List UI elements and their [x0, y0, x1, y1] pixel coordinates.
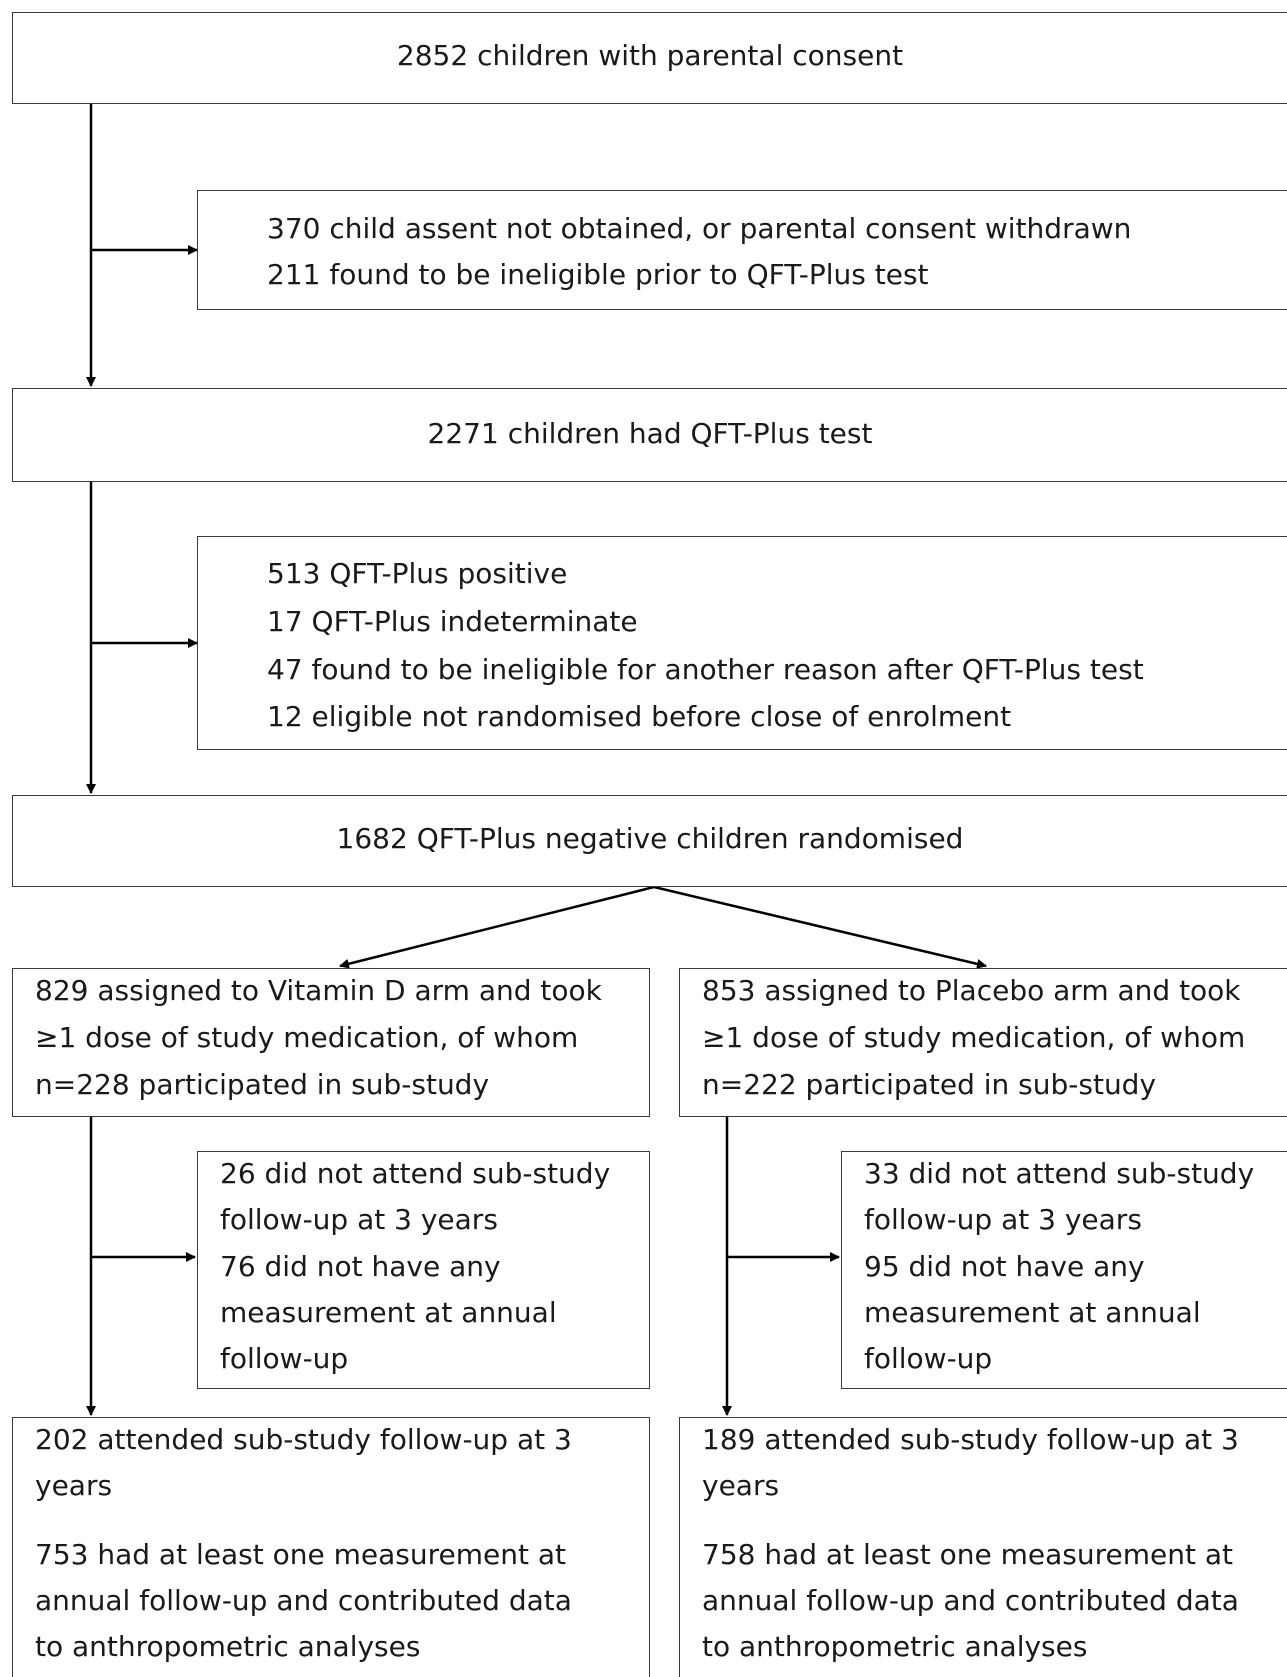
- followup-line: to anthropometric analyses: [702, 1630, 1088, 1663]
- loss-line: follow-up at 3 years: [220, 1203, 498, 1236]
- arm-line: n=222 participated in sub-study: [702, 1068, 1157, 1101]
- randomised-box: 1682 QFT-Plus negative children randomis…: [12, 795, 1287, 887]
- followup-line: 189 attended sub-study follow-up at 3: [702, 1423, 1239, 1456]
- followup-line: 202 attended sub-study follow-up at 3: [35, 1423, 572, 1456]
- loss-line: follow-up: [220, 1342, 349, 1375]
- placebo-loss-box: 33 did not attend sub-study follow-up at…: [841, 1151, 1287, 1389]
- split-arrow-right: [653, 885, 987, 969]
- arm-line: ≥1 dose of study medication, of whom: [35, 1021, 579, 1054]
- qft-test-box-text: 2271 children had QFT-Plus test: [427, 417, 873, 450]
- loss-line: 33 did not attend sub-study: [864, 1157, 1255, 1190]
- exclusion-line: 12 eligible not randomised before close …: [267, 700, 1012, 733]
- exclusion-line: 17 QFT-Plus indeterminate: [267, 605, 638, 638]
- exclusion-line: 47 found to be ineligible for another re…: [267, 653, 1144, 686]
- exclusion-box-pre-test: 370 child assent not obtained, or parent…: [197, 190, 1287, 310]
- loss-line: 26 did not attend sub-study: [220, 1157, 611, 1190]
- loss-line: measurement at annual: [220, 1296, 557, 1329]
- randomised-box-text: 1682 QFT-Plus negative children randomis…: [336, 822, 964, 855]
- loss-line: 95 did not have any: [864, 1250, 1145, 1283]
- split-arrow-left: [339, 885, 655, 969]
- consent-box-text: 2852 children with parental consent: [396, 39, 904, 72]
- qft-test-box: 2271 children had QFT-Plus test: [12, 388, 1287, 482]
- followup-line: 753 had at least one measurement at: [35, 1538, 566, 1571]
- followup-line: 758 had at least one measurement at: [702, 1538, 1233, 1571]
- loss-line: follow-up at 3 years: [864, 1203, 1142, 1236]
- loss-line: 76 did not have any: [220, 1250, 501, 1283]
- arm-line: ≥1 dose of study medication, of whom: [702, 1021, 1246, 1054]
- exclusion-line: 513 QFT-Plus positive: [267, 557, 568, 590]
- followup-line: to anthropometric analyses: [35, 1630, 421, 1663]
- followup-line: years: [702, 1469, 780, 1502]
- followup-line: years: [35, 1469, 113, 1502]
- placebo-followup-box: 189 attended sub-study follow-up at 3 ye…: [679, 1417, 1287, 1677]
- arm-line: n=228 participated in sub-study: [35, 1068, 490, 1101]
- loss-line: follow-up: [864, 1342, 993, 1375]
- arm-line: 829 assigned to Vitamin D arm and took: [35, 974, 602, 1007]
- vitamin-d-loss-box: 26 did not attend sub-study follow-up at…: [197, 1151, 650, 1389]
- vitamin-d-followup-box: 202 attended sub-study follow-up at 3 ye…: [12, 1417, 650, 1677]
- arm-line: 853 assigned to Placebo arm and took: [702, 974, 1241, 1007]
- vitamin-d-arm-box: 829 assigned to Vitamin D arm and took ≥…: [12, 968, 650, 1117]
- exclusion-box-post-test: 513 QFT-Plus positive 17 QFT-Plus indete…: [197, 536, 1287, 750]
- placebo-arm-box: 853 assigned to Placebo arm and took ≥1 …: [679, 968, 1287, 1117]
- followup-line: annual follow-up and contributed data: [35, 1584, 572, 1617]
- loss-line: measurement at annual: [864, 1296, 1201, 1329]
- consent-box: 2852 children with parental consent: [12, 12, 1287, 104]
- exclusion-line: 211 found to be ineligible prior to QFT-…: [267, 258, 929, 291]
- exclusion-line: 370 child assent not obtained, or parent…: [267, 212, 1132, 245]
- followup-line: annual follow-up and contributed data: [702, 1584, 1239, 1617]
